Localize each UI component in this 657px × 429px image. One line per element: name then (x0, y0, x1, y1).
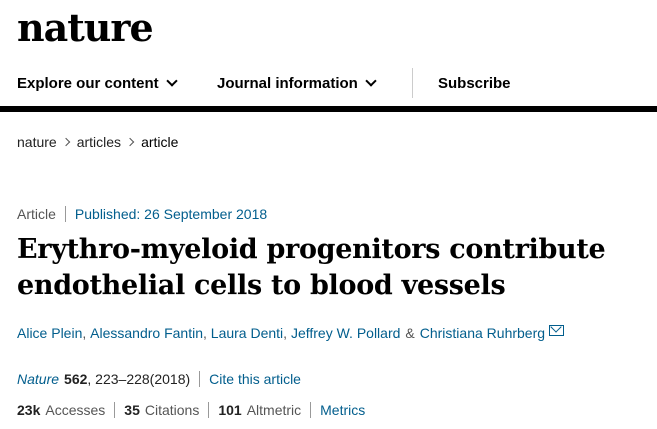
altmetric-label: Altmetric (246, 402, 302, 418)
nav-divider (412, 68, 413, 98)
nav-explore-label: Explore our content (17, 74, 159, 92)
article-type: Article (17, 206, 56, 222)
accesses-label: Accesses (45, 402, 106, 418)
accesses-count: 23k (17, 402, 41, 418)
metrics-divider (208, 402, 210, 418)
author-link[interactable]: Laura Denti (210, 325, 284, 341)
nav-rule (0, 106, 657, 112)
nature-logo[interactable]: nature (17, 5, 154, 50)
nav-journal-label: Journal information (217, 74, 358, 92)
author-list: Alice Plein, Alessandro Fantin, Laura De… (17, 324, 565, 341)
metrics-divider (114, 402, 116, 418)
citation-pages: , 223–228(2018) (87, 371, 191, 387)
author-separator: , (203, 325, 207, 341)
nav-subscribe-label: Subscribe (438, 74, 511, 92)
metrics-link[interactable]: Metrics (320, 402, 366, 418)
citations-count: 35 (124, 402, 140, 418)
main-nav: Explore our content Journal information … (0, 60, 657, 106)
citation-line: Nature 562 , 223–228(2018) Cite this art… (17, 371, 301, 387)
cite-this-article-link[interactable]: Cite this article (209, 371, 301, 387)
breadcrumb: nature articles article (17, 134, 178, 150)
metrics-divider (310, 402, 312, 418)
nav-journal-information[interactable]: Journal information (217, 60, 377, 106)
chevron-right-icon (61, 137, 70, 147)
altmetric-count: 101 (218, 402, 242, 418)
author-separator: , (82, 325, 87, 341)
mail-icon[interactable] (549, 324, 565, 336)
chevron-down-icon (166, 74, 178, 87)
author-ampersand: & (405, 325, 415, 341)
breadcrumb-articles[interactable]: articles (76, 134, 122, 150)
citation-journal: Nature (17, 371, 60, 387)
meta-divider (64, 206, 66, 222)
author-link[interactable]: Alice Plein (17, 325, 83, 341)
masthead: nature (17, 5, 154, 50)
author-separator: , (283, 325, 288, 341)
citation-divider (199, 371, 201, 387)
article-meta: Article Published: 26 September 2018 (17, 206, 267, 222)
citation-volume: 562 (64, 371, 88, 387)
chevron-right-icon (125, 137, 135, 147)
author-link[interactable]: Jeffrey W. Pollard (290, 325, 401, 341)
article-metrics: 23k Accesses 35 Citations 101 Altmetric … (17, 402, 365, 418)
breadcrumb-current: article (141, 134, 179, 150)
article-title: Erythro-myeloid progenitors contribute e… (17, 234, 606, 301)
nav-explore-content[interactable]: Explore our content (17, 60, 178, 106)
breadcrumb-nature[interactable]: nature (17, 134, 57, 150)
nav-subscribe[interactable]: Subscribe (438, 60, 511, 106)
published-date: Published: 26 September 2018 (74, 206, 268, 222)
chevron-down-icon (365, 74, 377, 87)
citations-label: Citations (144, 402, 200, 418)
author-link[interactable]: Christiana Ruhrberg (419, 325, 546, 341)
author-link[interactable]: Alessandro Fantin (90, 325, 203, 341)
